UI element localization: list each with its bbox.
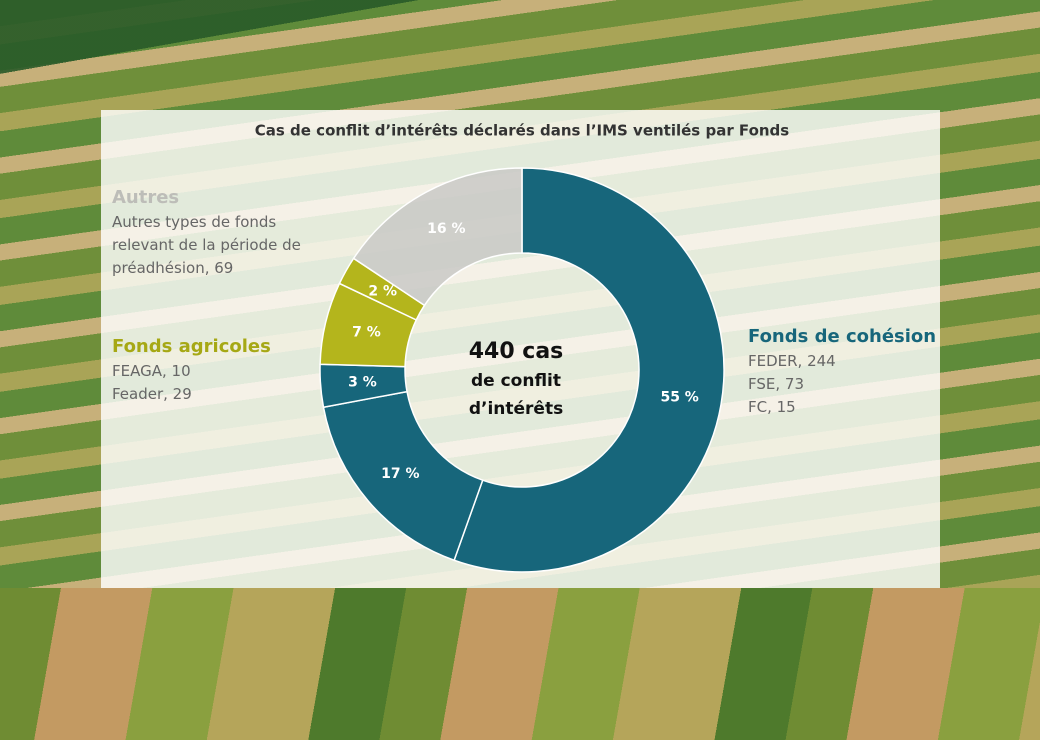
chart-title: Cas de conflit d’intérêts déclarés dans …: [255, 122, 790, 140]
center-label: d’intérêts: [469, 399, 563, 419]
background: [0, 588, 1040, 740]
legend-title: Fonds agricoles: [112, 336, 271, 357]
legend-group: Fonds de cohésion FEDER, 244 FSE, 73 FC, 15: [748, 324, 948, 419]
center-label: de conflit: [471, 371, 561, 391]
legend-item: FSE, 73: [748, 375, 804, 393]
legend-group: Fonds agricoles FEAGA, 10 Feader, 29: [112, 334, 312, 406]
legend-item: Feader, 29: [112, 385, 192, 403]
donut-segment: [352, 167, 523, 307]
percent-label: 16 %: [427, 221, 465, 237]
center-label: 440 cas: [469, 339, 564, 364]
legend-item: FEAGA, 10: [112, 362, 191, 380]
legend-title: Fonds de cohésion: [748, 326, 937, 347]
legend-item: FC, 15: [748, 398, 796, 416]
percent-label: 7 %: [352, 325, 381, 341]
percent-label: 55 %: [660, 389, 698, 405]
donut-segment: [453, 167, 725, 573]
percent-label: 2 %: [368, 283, 397, 299]
legend-title: Autres: [112, 187, 180, 208]
legend-item: FEDER, 244: [748, 352, 836, 370]
percent-label: 17 %: [381, 466, 419, 482]
legend-item: Autres types de fonds relevant de la pér…: [112, 213, 301, 277]
legend-group: Autres Autres types de fonds relevant de …: [112, 185, 327, 280]
percent-label: 3 %: [348, 375, 377, 391]
